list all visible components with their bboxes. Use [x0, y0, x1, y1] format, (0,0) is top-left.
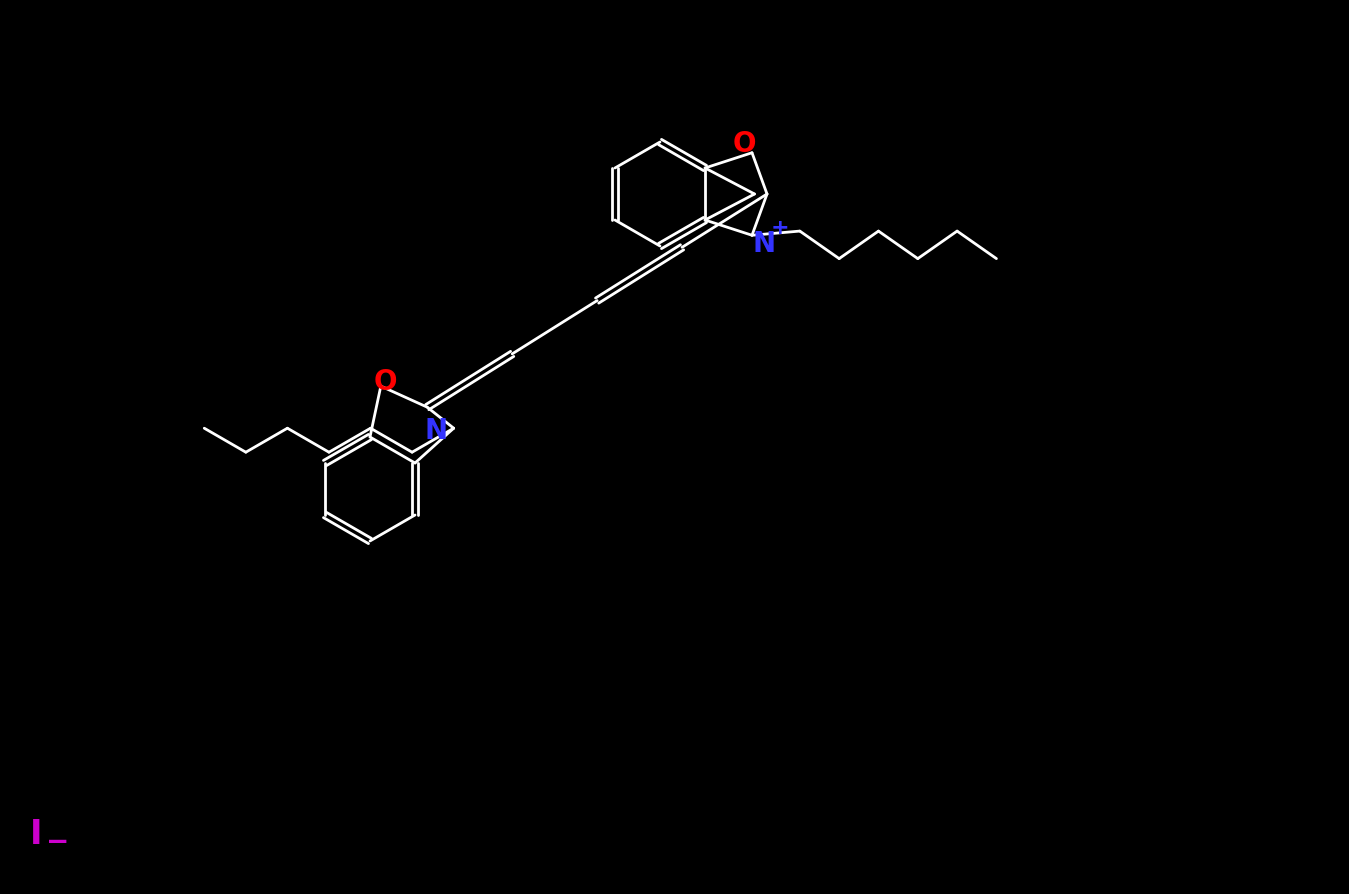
Text: N: N — [753, 230, 776, 258]
Text: N: N — [424, 417, 448, 444]
Text: −: − — [46, 827, 69, 855]
Text: O: O — [374, 367, 398, 396]
Text: O: O — [733, 130, 755, 157]
Text: I: I — [30, 818, 43, 850]
Text: +: + — [770, 218, 789, 238]
